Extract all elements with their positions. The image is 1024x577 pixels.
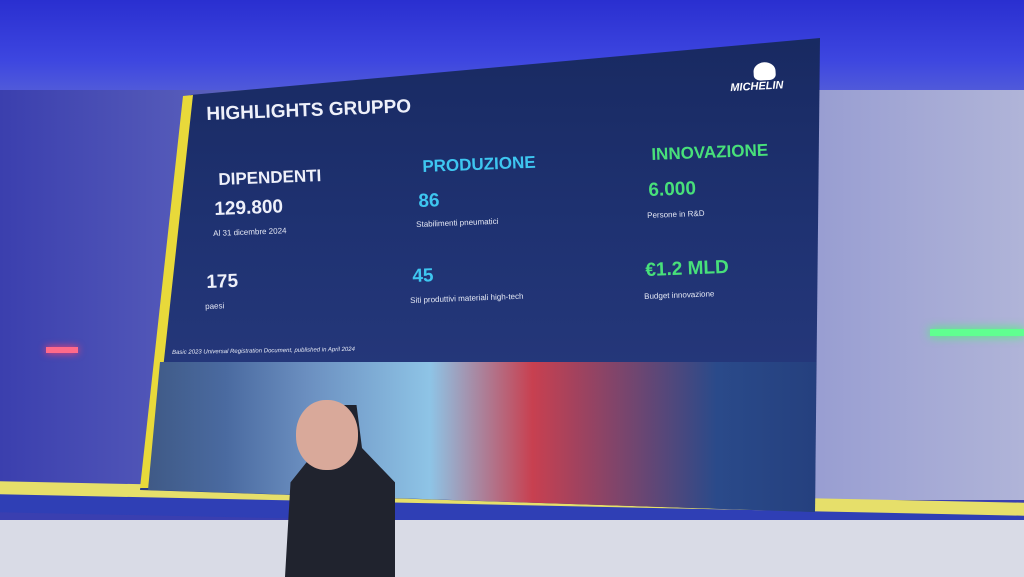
speaker-head (296, 400, 358, 470)
red-light (46, 347, 78, 353)
stat-employees: 129.800 (214, 196, 284, 220)
stat-rd-people: 6.000 (648, 178, 697, 201)
stat-hightech-sites: 45 (412, 265, 434, 287)
stat-innovation-budget: €1.2 MLD (645, 256, 730, 281)
stat-countries: 175 (206, 270, 239, 293)
stat-tyre-plants: 86 (418, 190, 440, 212)
green-light (930, 329, 1024, 336)
stage-floor (0, 520, 1024, 577)
heading-dipendenti: DIPENDENTI (218, 166, 322, 189)
bibendum-icon (753, 61, 776, 81)
michelin-logo: MICHELIN (729, 60, 811, 100)
label-countries: paesi (205, 301, 225, 311)
